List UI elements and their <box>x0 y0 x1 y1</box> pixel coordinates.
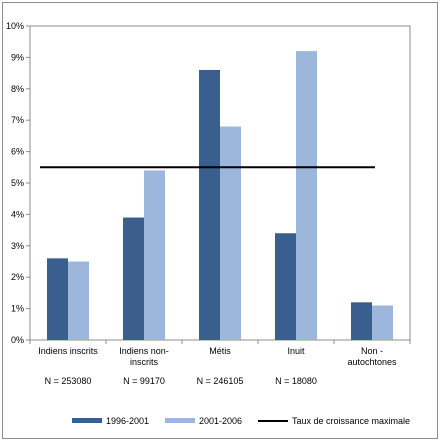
legend-swatch <box>165 418 195 423</box>
x-category-label: Non - <box>361 346 383 356</box>
bar-1996-2001 <box>199 69 220 341</box>
y-tick-label: 7% <box>11 115 24 125</box>
bar-2001-2006 <box>296 51 317 341</box>
y-tick-label: 10% <box>6 21 24 31</box>
bar-1996-2001 <box>275 233 296 340</box>
bar-1996-2001 <box>123 217 144 340</box>
x-category-label: Inuit <box>287 346 305 356</box>
y-tick-label: 3% <box>11 241 24 251</box>
sample-size-label: N = 18080 <box>275 376 317 386</box>
bar-1996-2001 <box>47 258 68 340</box>
legend-label: 1996-2001 <box>106 416 149 426</box>
y-tick-label: 1% <box>11 304 24 314</box>
x-category-label: Indiens inscrits <box>38 346 98 356</box>
x-category-label: Indiens non- <box>119 346 169 356</box>
y-tick-label: 2% <box>11 272 24 282</box>
x-category-label: autochtones <box>347 357 397 367</box>
y-tick-label: 4% <box>11 209 24 219</box>
y-tick-label: 5% <box>11 178 24 188</box>
legend-label: 2001-2006 <box>199 416 242 426</box>
y-tick-label: 9% <box>11 52 24 62</box>
sample-size-label: N = 99170 <box>123 376 165 386</box>
sample-size-label: N = 253080 <box>45 376 92 386</box>
x-category-label: inscrits <box>130 357 159 367</box>
bar-2001-2006 <box>144 170 165 340</box>
y-tick-label: 8% <box>11 84 24 94</box>
y-tick-label: 0% <box>11 335 24 345</box>
y-tick-label: 6% <box>11 147 24 157</box>
bar-2001-2006 <box>372 305 393 340</box>
bar-2001-2006 <box>68 261 89 340</box>
legend-swatch <box>72 418 102 423</box>
x-category-label: Métis <box>209 346 231 356</box>
bar-1996-2001 <box>351 302 372 340</box>
bar-2001-2006 <box>220 126 241 340</box>
sample-size-label: N = 246105 <box>197 376 244 386</box>
legend-label: Taux de croissance maximale <box>292 416 410 426</box>
